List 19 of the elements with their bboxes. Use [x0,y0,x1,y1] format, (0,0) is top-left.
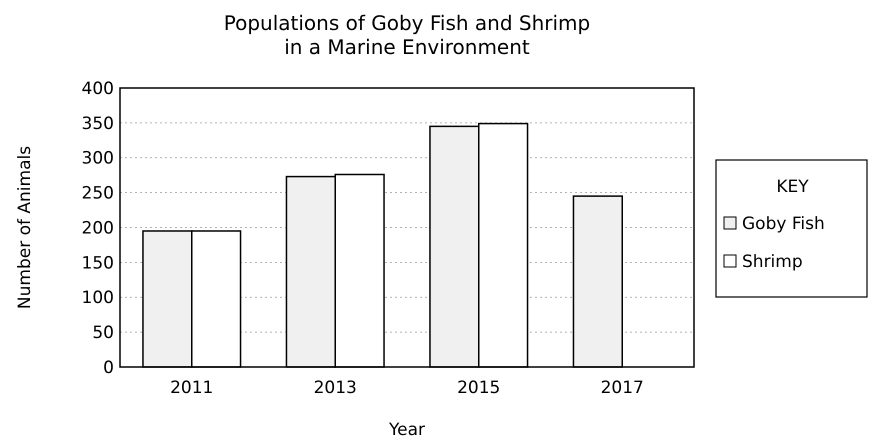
x-axis-title: Year [388,420,426,440]
x-tick-label: 2011 [170,378,214,398]
y-tick-label: 50 [92,323,114,344]
x-tick-label: 2013 [314,378,357,398]
y-tick-label: 350 [82,114,114,134]
y-axis-title: Number of Animals [15,146,35,310]
x-tick-label: 2015 [457,378,500,398]
legend-title: KEY [776,177,810,197]
x-tick-label: 2017 [600,378,644,398]
chart-title: Populations of Goby Fish and Shrimp in a Marine Environment [224,11,590,59]
y-tick-label: 200 [82,218,114,238]
legend-label: Shrimp [742,252,803,272]
legend-label: Goby Fish [742,214,825,234]
y-tick-label: 100 [82,288,114,308]
y-tick-label: 300 [82,148,114,169]
y-tick-label: 0 [103,358,114,378]
y-tick-label: 150 [82,253,114,274]
y-tick-label: 250 [82,184,114,204]
y-tick-label: 400 [82,78,114,99]
